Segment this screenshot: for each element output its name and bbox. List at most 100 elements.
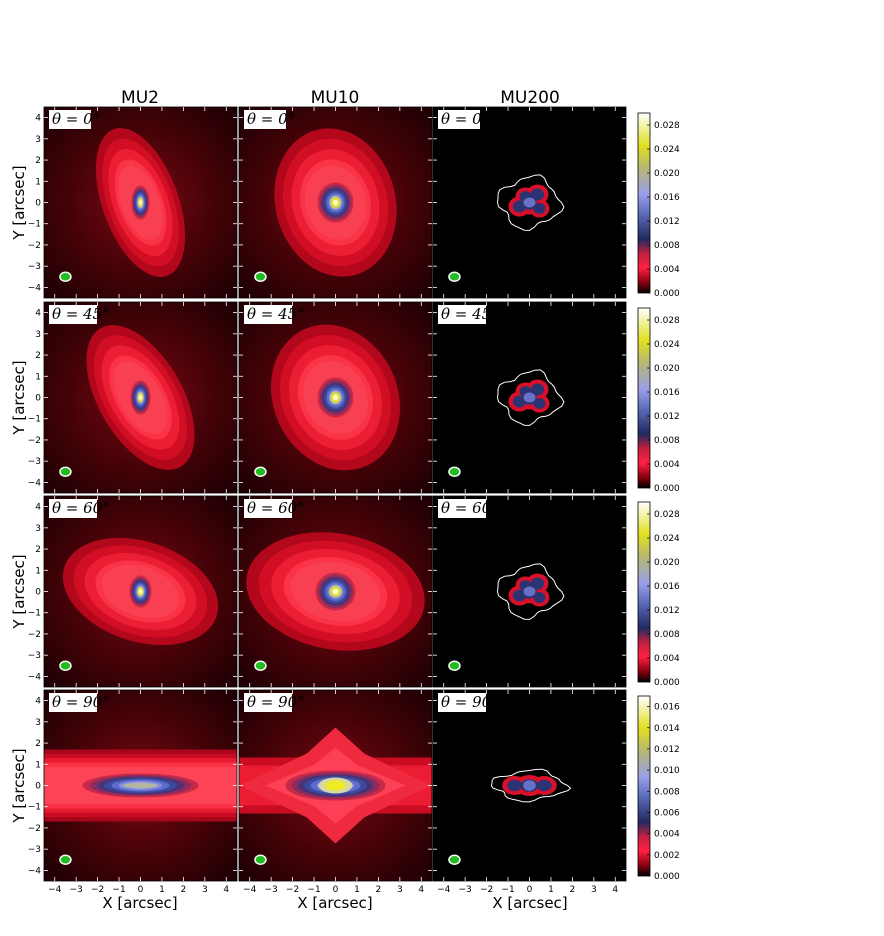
theta-label-box <box>49 110 91 129</box>
theta-label-text: θ = 60° <box>441 499 499 517</box>
y-tick-label: −3 <box>28 651 41 661</box>
y-tick-label: −4 <box>28 478 42 488</box>
theta-label: θ = 90° <box>438 693 499 712</box>
theta-label-box <box>49 305 97 324</box>
theta-label-text: θ = 45° <box>52 305 110 323</box>
x-axis-label-col2: X [arcsec] <box>297 894 372 912</box>
x-tick-label: −3 <box>70 885 83 895</box>
beam-marker <box>448 854 461 866</box>
theta-label-text: θ = 0° <box>247 110 295 128</box>
emission-peak <box>523 392 536 403</box>
panel-ticks <box>433 690 626 881</box>
colorbar-row-3: 0.000 0.004 0.008 0.012 0.016 0.020 0.024 0.028 <box>637 501 680 688</box>
y-tick-label: −3 <box>28 262 41 272</box>
colorbar-tick-label: 0.020 <box>654 364 680 374</box>
theta-label-text: θ = 60° <box>52 499 110 517</box>
x-tick-label: 4 <box>612 885 618 895</box>
colorbar-tick-label: 0.004 <box>654 265 680 275</box>
y-tick-label: 0 <box>35 394 41 404</box>
colorbar-tick-label: 0.006 <box>654 808 680 818</box>
y-tick-label: 0 <box>35 588 41 598</box>
emission-peak <box>139 200 142 205</box>
x-tick-label: 0 <box>527 885 533 895</box>
panel-image <box>433 302 626 493</box>
panel-image <box>44 690 237 881</box>
y-tick-label: 1 <box>35 372 41 382</box>
emission-peak <box>523 586 536 597</box>
emission-peak <box>523 780 536 791</box>
colorbar-tick-label: 0.012 <box>654 606 680 616</box>
panel-image <box>433 107 626 298</box>
y-tick-label: −4 <box>28 866 42 876</box>
y-axis-label: Y [arcsec] <box>10 554 28 629</box>
colorbar <box>637 695 651 877</box>
colorbar-tick-label: 0.024 <box>654 145 680 155</box>
beam-marker <box>448 660 461 672</box>
y-axis-label: Y [arcsec] <box>10 360 28 435</box>
x-tick-label: 1 <box>159 885 165 895</box>
theta-label: θ = 60° <box>438 499 499 518</box>
colorbar-row-2: 0.000 0.004 0.008 0.012 0.016 0.020 0.024 0.028 <box>637 307 680 494</box>
panel-image <box>433 496 626 687</box>
x-tick-label: 4 <box>418 885 424 895</box>
beam-marker <box>254 854 267 866</box>
theta-label: θ = 90° <box>244 693 305 712</box>
emission-clump <box>536 779 552 792</box>
x-tick-label: 3 <box>397 885 403 895</box>
x-axis-label-col1: X [arcsec] <box>102 894 177 912</box>
y-tick-label: 3 <box>35 330 41 340</box>
theta-label: θ = 0° <box>49 110 100 129</box>
colorbar-tick-label: 0.000 <box>654 484 680 494</box>
y-tick-label: 4 <box>35 309 41 319</box>
panel-ticks <box>239 107 432 298</box>
colorbar <box>637 307 651 489</box>
y-tick-label: 1 <box>35 760 41 770</box>
emission-clump <box>533 203 546 214</box>
panel-image <box>239 107 432 298</box>
y-tick-label: 4 <box>35 697 41 707</box>
colorbar-tick-label: 0.008 <box>654 630 680 640</box>
y-tick-label: −2 <box>28 241 41 251</box>
y-tick-label: −2 <box>28 630 41 640</box>
colorbar-tick-label: 0.016 <box>654 388 680 398</box>
colorbar-tick-label: 0.008 <box>654 436 680 446</box>
colorbar <box>637 501 651 683</box>
panel-image <box>44 107 237 298</box>
beam-marker <box>59 854 72 866</box>
x-tick-label: −3 <box>265 885 278 895</box>
colorbar <box>637 112 651 294</box>
panel-mu2-row-1: θ = 0° 4 3 2 1 0 −1 −2 −3 −4 <box>28 106 238 299</box>
column-title-mu200: MU200 <box>500 88 560 108</box>
y-axis-label: Y [arcsec] <box>10 165 28 240</box>
panel-ticks <box>239 302 432 493</box>
y-tick-label: 1 <box>35 177 41 187</box>
x-tick-label: 2 <box>570 885 576 895</box>
y-tick-label: −1 <box>28 609 41 619</box>
theta-label: θ = 60° <box>49 499 110 518</box>
y-tick-label: −4 <box>28 283 42 293</box>
beam-marker <box>254 271 267 283</box>
y-tick-label: −3 <box>28 457 41 467</box>
y-tick-label: 4 <box>35 503 41 513</box>
beam-marker <box>254 660 267 672</box>
panel-ticks <box>433 496 626 687</box>
panel-ticks <box>44 302 237 493</box>
colorbar-tick-label: 0.024 <box>654 534 680 544</box>
emission-peak <box>523 197 536 208</box>
colorbar-tick-label: 0.000 <box>654 872 680 882</box>
panel-ticks <box>239 690 432 881</box>
emission-peak <box>138 589 143 594</box>
theta-label-box <box>438 499 486 518</box>
panel-mu2-row-4: θ = 90° 4 3 2 1 0 −1 −2 −3 −4 −4 −3 −2 −1 0 1 2 3 4 <box>28 689 238 895</box>
panel-image <box>433 690 626 881</box>
x-tick-label: −1 <box>307 885 320 895</box>
colorbar-tick-label: 0.020 <box>654 558 680 568</box>
theta-label: θ = 0° <box>244 110 295 129</box>
y-tick-label: −3 <box>28 845 41 855</box>
panel-mu10-row-3: θ = 60° <box>238 495 433 688</box>
x-tick-label: −2 <box>91 885 104 895</box>
theta-label-text: θ = 0° <box>441 110 489 128</box>
heatmap-grid: θ = 0° 4 3 2 1 0 −1 −2 −3 −4 θ = 0° θ = 0° θ = 45° 4 3… <box>28 106 627 895</box>
panel-ticks <box>239 496 432 687</box>
